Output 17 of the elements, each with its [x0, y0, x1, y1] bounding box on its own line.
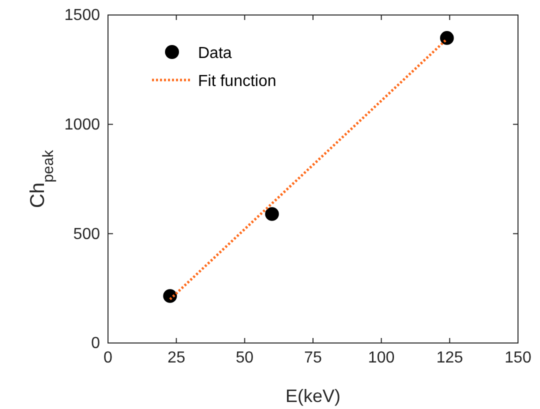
x-tick-label: 150 [504, 349, 532, 366]
x-tick-label: 125 [436, 349, 464, 366]
x-tick-label: 100 [368, 349, 395, 366]
point [440, 31, 454, 45]
y-tick-label: 500 [73, 226, 100, 243]
legend-label: Data [198, 45, 232, 62]
x-tick-label: 25 [167, 349, 186, 366]
y-tick-label: 0 [91, 335, 100, 352]
x-tick-label: 75 [304, 349, 322, 366]
x-axis-title: E(keV) [285, 386, 341, 406]
x-tick-label: 50 [236, 349, 254, 366]
y-tick-label: 1000 [64, 116, 100, 134]
y-tick-label: 1500 [64, 7, 100, 24]
x-tick-label: 0 [104, 349, 113, 366]
point [265, 207, 279, 221]
point [163, 289, 177, 303]
legend-label: Fit function [198, 73, 276, 90]
